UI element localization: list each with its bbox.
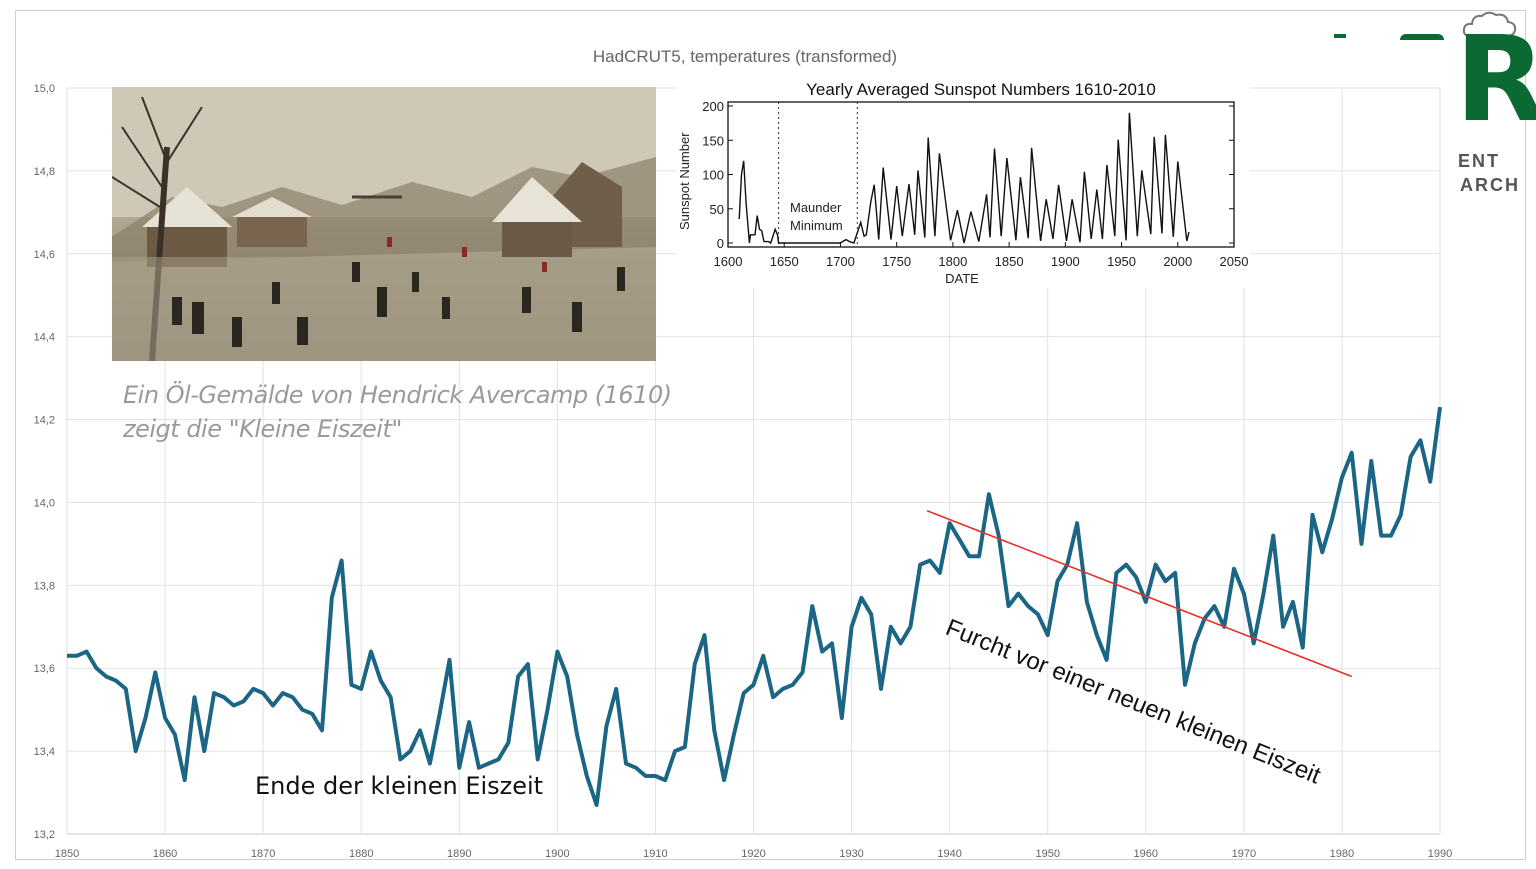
y-tick-label: 13,4 [34,746,55,758]
sunspot-x-ticks: 1600 1650 1700 1750 1800 1850 1900 1950 2000 2050 [714,242,1249,269]
x-axis-ticks: 1850 1860 1870 1880 1890 1900 1910 1920 1930 1940… [55,848,1452,860]
annotation-ende: Ende der kleinen Eiszeit [255,772,544,800]
sunspot-y-tick: 150 [702,133,724,148]
y-tick-label: 14,4 [34,332,55,344]
sunspot-x-tick: 1600 [714,254,743,269]
logo-fragment [1334,34,1346,38]
slide-frame [15,10,1526,860]
x-tick-label: 1880 [349,848,373,860]
x-tick-label: 1990 [1428,848,1452,860]
x-tick-label: 1860 [153,848,177,860]
sunspot-x-tick: 1850 [995,254,1024,269]
sunspot-y-ticks: 0 50 100 150 200 [702,99,1234,251]
logo-fragment [1400,34,1444,40]
x-tick-label: 1900 [545,848,569,860]
sunspot-y-tick: 0 [717,236,724,251]
maunder-label-2: Minimum [790,218,843,233]
sunspot-x-tick: 1950 [1107,254,1136,269]
y-tick-label: 14,6 [34,249,55,261]
sunspot-x-tick: 2050 [1220,254,1249,269]
logo-line-2: ARCH [1460,175,1520,195]
maunder-label-1: Maunder [790,200,842,215]
x-tick-label: 1930 [839,848,863,860]
logo-line-1: ENT [1458,151,1500,171]
maunder-minimum-markers [778,102,858,247]
sunspot-y-tick: 50 [710,202,724,217]
logo: ENT ARCH [1330,10,1526,210]
temperature-line [67,406,1442,807]
x-tick-label: 1890 [447,848,471,860]
sunspot-x-label: DATE [945,271,979,286]
sunspot-x-tick: 2000 [1163,254,1192,269]
y-tick-label: 15,0 [34,83,55,95]
y-tick-label: 13,6 [34,663,55,675]
x-tick-label: 1970 [1232,848,1256,860]
x-tick-label: 1920 [741,848,765,860]
sunspot-y-label: Sunspot Number [677,132,692,230]
sunspot-x-tick: 1650 [770,254,799,269]
x-tick-label: 1950 [1035,848,1059,860]
x-tick-label: 1940 [937,848,961,860]
trend-line [926,509,1353,678]
sunspot-y-tick: 100 [702,168,724,183]
x-tick-label: 1980 [1330,848,1354,860]
x-tick-label: 1960 [1134,848,1158,860]
winter-landscape-image [112,87,656,361]
y-tick-label: 13,2 [34,829,55,841]
caption-line-2: zeigt die "Kleine Eiszeit" [123,415,402,443]
sunspot-x-tick: 1700 [826,254,855,269]
y-tick-label: 14,8 [34,166,55,178]
avercamp-painting [112,87,656,361]
y-axis-ticks: 13,2 13,4 13,6 13,8 14,0 14,2 14,4 14,6 14,8 15,0 [34,83,55,841]
sunspot-y-tick: 200 [702,99,724,114]
painting-caption: Ein Öl-Gemälde von Hendrick Avercamp (16… [123,378,672,446]
y-tick-label: 14,2 [34,415,55,427]
y-tick-label: 14,0 [34,497,55,509]
logo-letter: R [1455,10,1536,148]
sunspot-svg: 0 50 100 150 200 1600 1650 1700 1750 1800 1850 190… [677,99,1249,286]
chart-title: HadCRUT5, temperatures (transformed) [592,47,898,66]
x-tick-label: 1850 [55,848,79,860]
sunspot-x-tick: 1800 [938,254,967,269]
x-tick-label: 1870 [251,848,275,860]
caption-line-1: Ein Öl-Gemälde von Hendrick Avercamp (16… [123,381,672,409]
sunspot-line [738,112,1190,245]
sunspot-title: Yearly Averaged Sunspot Numbers 1610-201… [806,80,1156,99]
sunspot-x-tick: 1750 [882,254,911,269]
sunspot-inset-chart: Yearly Averaged Sunspot Numbers 1610-201… [676,78,1250,288]
y-tick-label: 13,8 [34,580,55,592]
x-tick-label: 1910 [643,848,667,860]
sunspot-x-tick: 1900 [1051,254,1080,269]
cloud-icon [1462,11,1517,37]
